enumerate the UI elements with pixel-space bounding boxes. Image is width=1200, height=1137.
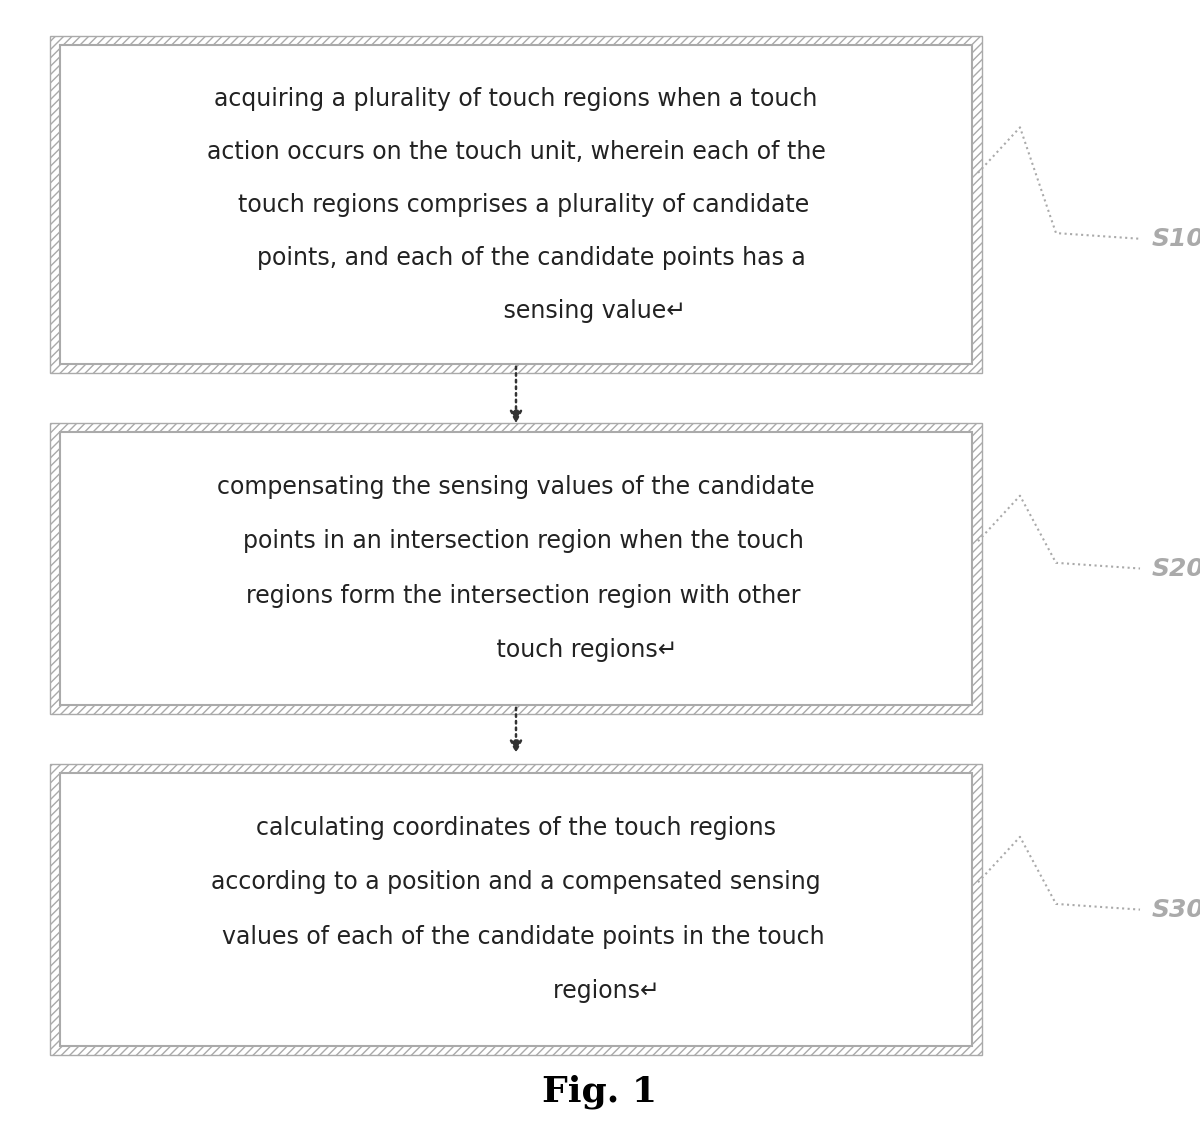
Text: compensating the sensing values of the candidate: compensating the sensing values of the c…	[217, 474, 815, 499]
Text: points in an intersection region when the touch: points in an intersection region when th…	[228, 529, 804, 554]
Text: Fig. 1: Fig. 1	[542, 1074, 658, 1109]
Text: S10: S10	[1152, 226, 1200, 251]
Text: acquiring a plurality of touch regions when a touch: acquiring a plurality of touch regions w…	[215, 86, 817, 110]
Bar	[50, 36, 982, 373]
Text: according to a position and a compensated sensing: according to a position and a compensate…	[211, 870, 821, 895]
Bar	[50, 423, 982, 714]
Bar	[60, 45, 972, 364]
Bar	[50, 764, 982, 1055]
Bar	[60, 773, 972, 1046]
Text: regions form the intersection region with other: regions form the intersection region wit…	[232, 583, 800, 608]
Text: touch regions↵: touch regions↵	[354, 638, 678, 663]
Text: S20: S20	[1152, 556, 1200, 581]
Text: points, and each of the candidate points has a: points, and each of the candidate points…	[227, 246, 805, 269]
Text: calculating coordinates of the touch regions: calculating coordinates of the touch reg…	[256, 815, 776, 840]
Text: touch regions comprises a plurality of candidate: touch regions comprises a plurality of c…	[223, 192, 809, 217]
Text: sensing value↵: sensing value↵	[346, 299, 686, 323]
Text: action occurs on the touch unit, wherein each of the: action occurs on the touch unit, wherein…	[206, 140, 826, 164]
Text: S30: S30	[1152, 897, 1200, 922]
Text: regions↵: regions↵	[373, 979, 659, 1004]
Text: values of each of the candidate points in the touch: values of each of the candidate points i…	[208, 924, 824, 949]
Bar	[60, 432, 972, 705]
